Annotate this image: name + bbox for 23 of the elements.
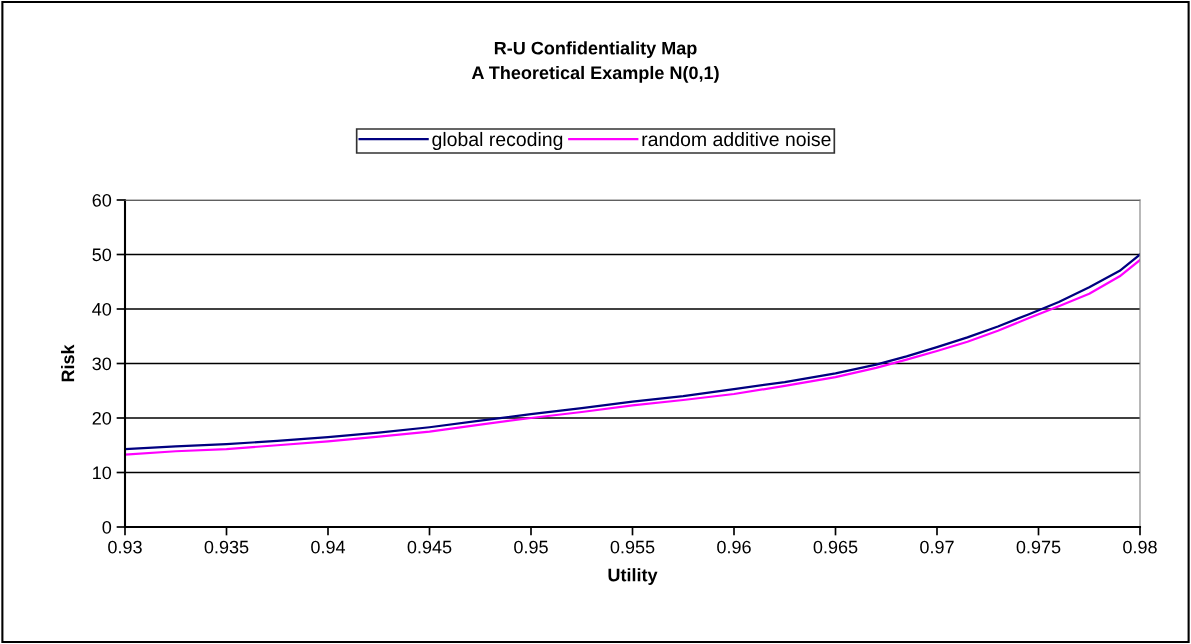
y-tick-label: 40 <box>92 302 112 316</box>
y-tick-label: 20 <box>92 411 112 425</box>
y-tick-label: 50 <box>92 248 112 262</box>
x-tick-label: 0.93 <box>108 540 142 554</box>
legend-label: random additive noise <box>642 131 831 147</box>
x-tick-label: 0.955 <box>610 540 655 554</box>
x-tick-label: 0.975 <box>1016 540 1061 554</box>
y-tick-label: 0 <box>102 520 112 534</box>
y-tick-label: 60 <box>92 193 112 207</box>
x-tick-label: 0.96 <box>717 540 751 554</box>
y-tick-label: 30 <box>92 357 112 371</box>
x-tick-label: 0.945 <box>407 540 452 554</box>
x-tick-label: 0.965 <box>813 540 858 554</box>
y-tick-label: 10 <box>93 466 112 480</box>
x-tick-label: 0.98 <box>1123 540 1157 554</box>
x-axis-title: Utility <box>608 568 658 585</box>
x-tick-label: 0.97 <box>920 540 954 554</box>
x-tick-label: 0.94 <box>311 540 346 554</box>
y-axis-title: Risk <box>61 344 75 382</box>
chart-title: R-U Confidentiality Map A Theoretical Example N(0,1) <box>471 41 719 83</box>
x-tick-label: 0.935 <box>204 540 249 554</box>
x-tick-label: 0.95 <box>514 540 548 554</box>
legend-label: global recoding <box>432 131 563 151</box>
